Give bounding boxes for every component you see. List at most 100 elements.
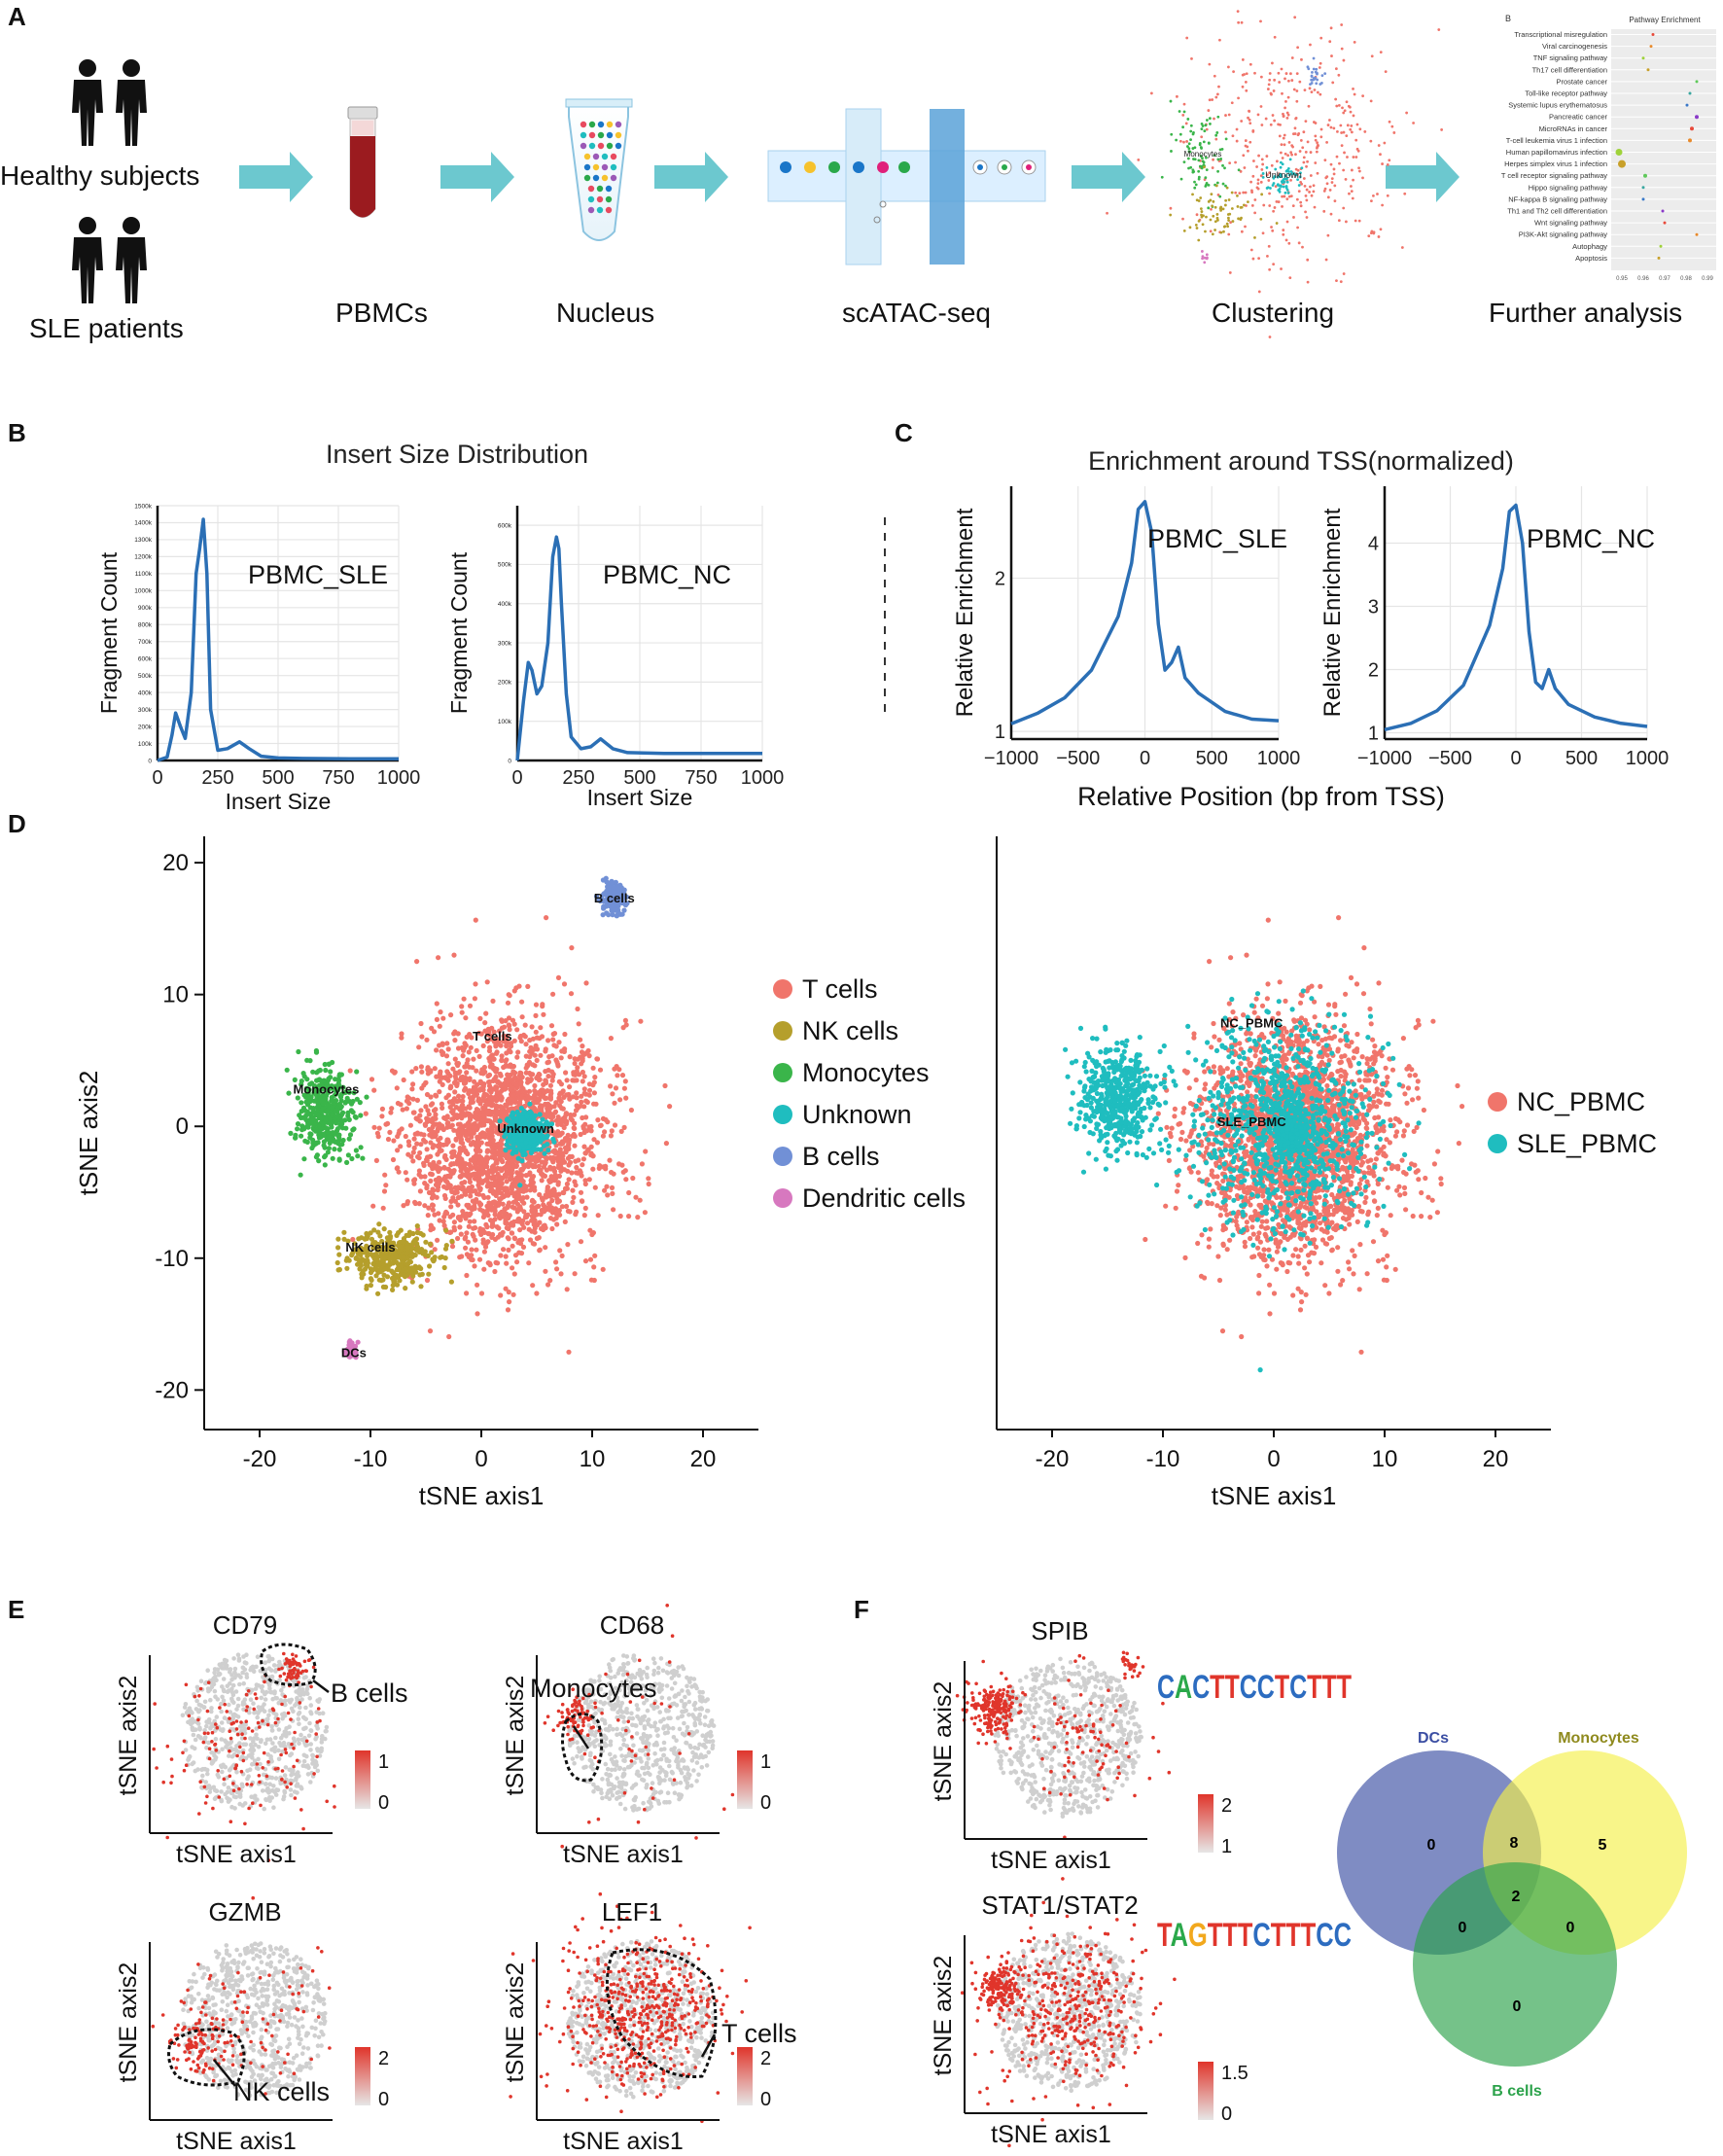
tsne-point	[578, 1131, 583, 1138]
tsne-point	[662, 1082, 668, 1089]
tsne-point	[476, 1159, 482, 1166]
tsne-point	[559, 1253, 565, 1258]
tsne-point	[353, 1255, 359, 1261]
mini-cluster-dot	[1339, 124, 1343, 127]
mini-cluster-dot	[1214, 95, 1218, 99]
mini-cluster-dot	[1200, 147, 1203, 150]
tsne-point	[530, 1283, 536, 1289]
tsne-point	[463, 1132, 469, 1138]
tsne-point	[464, 1272, 470, 1279]
x-tick-label: 500	[623, 767, 655, 789]
mini-cluster-dot	[1286, 166, 1290, 170]
tsne-point	[588, 1128, 594, 1134]
tsne-point	[551, 1043, 557, 1048]
tsne-point	[496, 1174, 502, 1180]
mini-cluster-dot	[1175, 138, 1178, 142]
mini-cluster-dot	[1282, 229, 1285, 231]
tsne-point	[523, 1065, 529, 1071]
mini-cluster-dot	[1228, 212, 1232, 216]
tsne-point	[375, 1290, 381, 1296]
tsne-point	[530, 1062, 536, 1068]
tsne-point	[336, 1266, 342, 1273]
tsne-point	[456, 1150, 462, 1157]
mini-cluster-dot	[1292, 172, 1296, 175]
mini-cluster-dot	[1285, 168, 1289, 172]
tsne-point	[485, 1111, 491, 1116]
mini-cluster-dot	[1209, 218, 1213, 222]
mini-cluster-dot	[1279, 151, 1283, 155]
tsne-point	[1290, 1292, 1296, 1298]
mini-cluster-dot	[1256, 187, 1260, 191]
mini-cluster-dot	[1201, 255, 1205, 259]
tsne-point	[429, 1172, 435, 1178]
tsne-point	[595, 1213, 601, 1219]
mini-cluster-dot	[1293, 132, 1297, 135]
tsne-point	[495, 1234, 501, 1240]
tsne-point	[557, 1117, 563, 1123]
tsne-point	[580, 1069, 586, 1076]
mini-cluster-dot	[1329, 212, 1333, 216]
nucleus-dot	[597, 131, 605, 139]
tsne-point	[433, 1132, 439, 1138]
mini-cluster-dot	[1191, 168, 1195, 172]
tsne-point	[451, 1219, 457, 1225]
tsne-point	[444, 1114, 450, 1120]
tsne-point	[345, 1152, 351, 1158]
nucleus-dot	[596, 206, 604, 214]
tsne-point	[468, 1193, 474, 1199]
tsne-point	[564, 1181, 571, 1187]
tsne-point	[590, 1153, 596, 1159]
mini-cluster-dot	[1304, 194, 1308, 197]
mini-cluster-dot	[1322, 209, 1326, 213]
tsne-point	[626, 1214, 632, 1219]
mini-cluster-dot	[1313, 88, 1317, 91]
tsne-point	[531, 1221, 537, 1227]
tsne-point	[549, 1225, 555, 1232]
tsne-point	[443, 1053, 450, 1059]
mini-cluster-dot	[1255, 165, 1258, 168]
nucleus-dot	[588, 131, 596, 139]
tsne-point	[349, 1253, 355, 1258]
tsne-point	[334, 1113, 339, 1119]
tsne-point	[572, 1179, 578, 1184]
tsne-point	[547, 1096, 554, 1102]
tsne-point	[502, 1036, 508, 1042]
mini-cluster-dot	[1280, 267, 1283, 270]
mini-cluster-dot	[1311, 78, 1314, 82]
tsne-point	[594, 1140, 601, 1146]
mini-cluster-dot	[1356, 149, 1360, 153]
mini-cluster-dot	[1303, 184, 1307, 188]
tsne-point	[560, 1088, 566, 1094]
mini-cluster-dot	[1342, 272, 1346, 275]
tsne-point	[476, 1030, 482, 1036]
mini-cluster-dot	[1283, 174, 1287, 178]
tsne-point	[623, 1177, 629, 1183]
tsne-point	[547, 1193, 553, 1199]
mini-cluster-dot	[1261, 231, 1265, 235]
mini-cluster-dot	[1302, 156, 1306, 159]
tsne-point	[496, 1202, 502, 1208]
mini-cluster-dot	[1286, 192, 1290, 194]
mini-cluster-dot	[1305, 164, 1308, 168]
tsne-point	[483, 1209, 489, 1215]
mini-cluster-dot	[1205, 215, 1208, 219]
tsne-point	[430, 1207, 436, 1213]
tsne-point	[416, 1172, 422, 1178]
nucleus-dot	[610, 153, 617, 160]
tsne-point	[407, 1122, 413, 1128]
tsne-point	[442, 1075, 448, 1081]
tsne-point	[578, 1239, 584, 1245]
mini-cluster-dot	[1170, 132, 1174, 136]
tsne-point	[436, 955, 441, 961]
tsne-point	[379, 1238, 385, 1245]
mini-cluster-dot	[1290, 56, 1294, 59]
tsne-point	[572, 1143, 578, 1149]
tsne-point	[299, 1100, 304, 1106]
mini-cluster-dot	[1215, 213, 1219, 216]
tsne-point	[595, 1117, 601, 1123]
tsne-point	[536, 1163, 543, 1169]
mini-cluster-dot	[1312, 184, 1316, 188]
mini-cluster-dot	[1348, 192, 1351, 195]
tsne-point	[456, 1133, 462, 1139]
